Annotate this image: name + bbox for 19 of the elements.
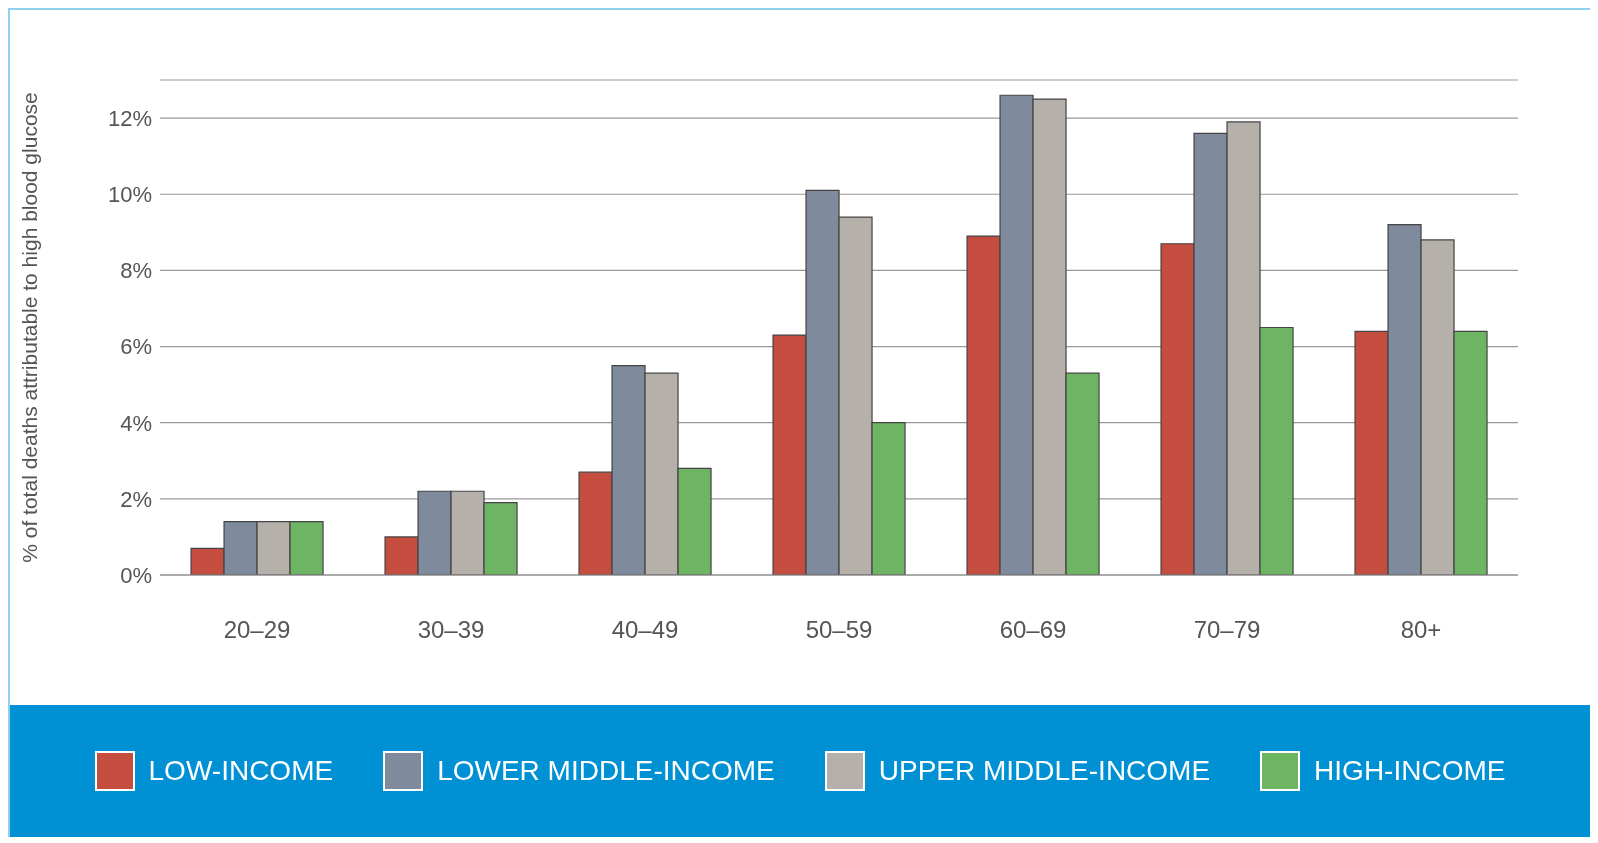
y-tick-label: 12% [107, 105, 152, 131]
y-axis-title: % of total deaths attributable to high blood glucose [18, 92, 42, 563]
y-tick-label: 6% [120, 334, 152, 360]
x-tick-label: 20–29 [223, 616, 291, 644]
x-tick-label: 80+ [1400, 616, 1442, 644]
x-tick-label: 70–79 [1193, 616, 1261, 644]
y-tick-label: 10% [107, 182, 152, 208]
y-tick-label: 2% [120, 486, 152, 512]
legend-label: LOW-INCOME [148, 755, 334, 787]
y-tick-label: 4% [120, 410, 152, 436]
x-tick-label: 50–59 [805, 616, 873, 644]
x-tick-label: 40–49 [611, 616, 679, 644]
x-tick-label: 30–39 [417, 616, 485, 644]
legend-label: HIGH-INCOME [1314, 755, 1506, 787]
x-tick-label: 60–69 [999, 616, 1067, 644]
legend-label: UPPER MIDDLE-INCOME [878, 755, 1211, 787]
y-tick-label: 8% [120, 258, 152, 284]
y-tick-label: 0% [120, 562, 152, 588]
legend-label: LOWER MIDDLE-INCOME [437, 755, 775, 787]
